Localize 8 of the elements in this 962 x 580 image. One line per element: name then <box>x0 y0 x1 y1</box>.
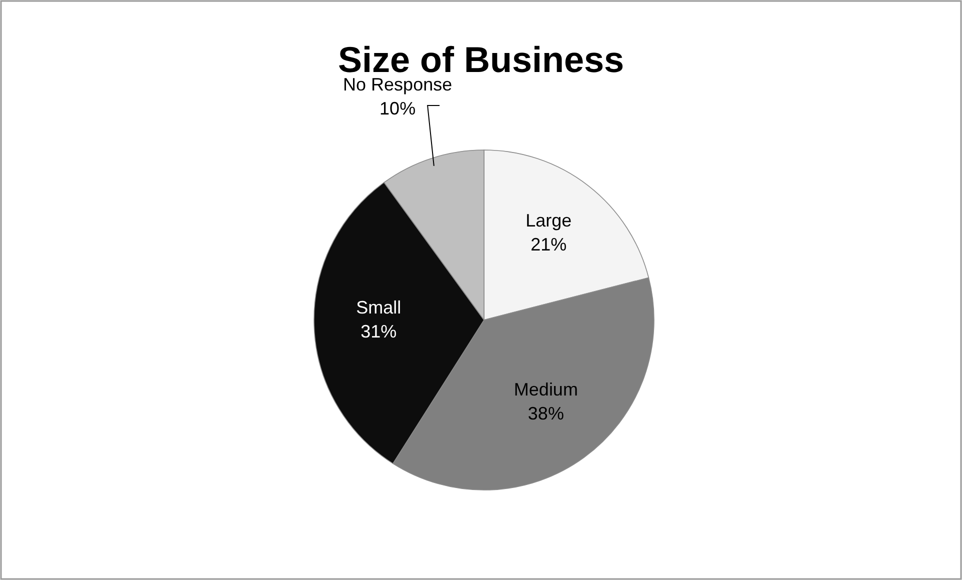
data-label: 10% <box>380 98 416 119</box>
data-label: 31% <box>360 321 397 342</box>
slice-label: No Response <box>343 74 452 95</box>
data-label: 38% <box>528 403 564 424</box>
slice-label: Small <box>356 297 402 318</box>
slice-label: Large <box>526 210 572 231</box>
slice-label: Medium <box>514 379 578 400</box>
data-label: 21% <box>530 234 567 255</box>
